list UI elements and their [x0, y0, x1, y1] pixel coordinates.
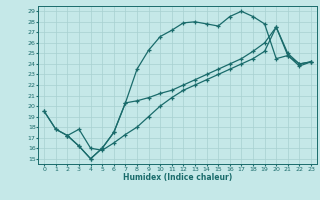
X-axis label: Humidex (Indice chaleur): Humidex (Indice chaleur): [123, 173, 232, 182]
